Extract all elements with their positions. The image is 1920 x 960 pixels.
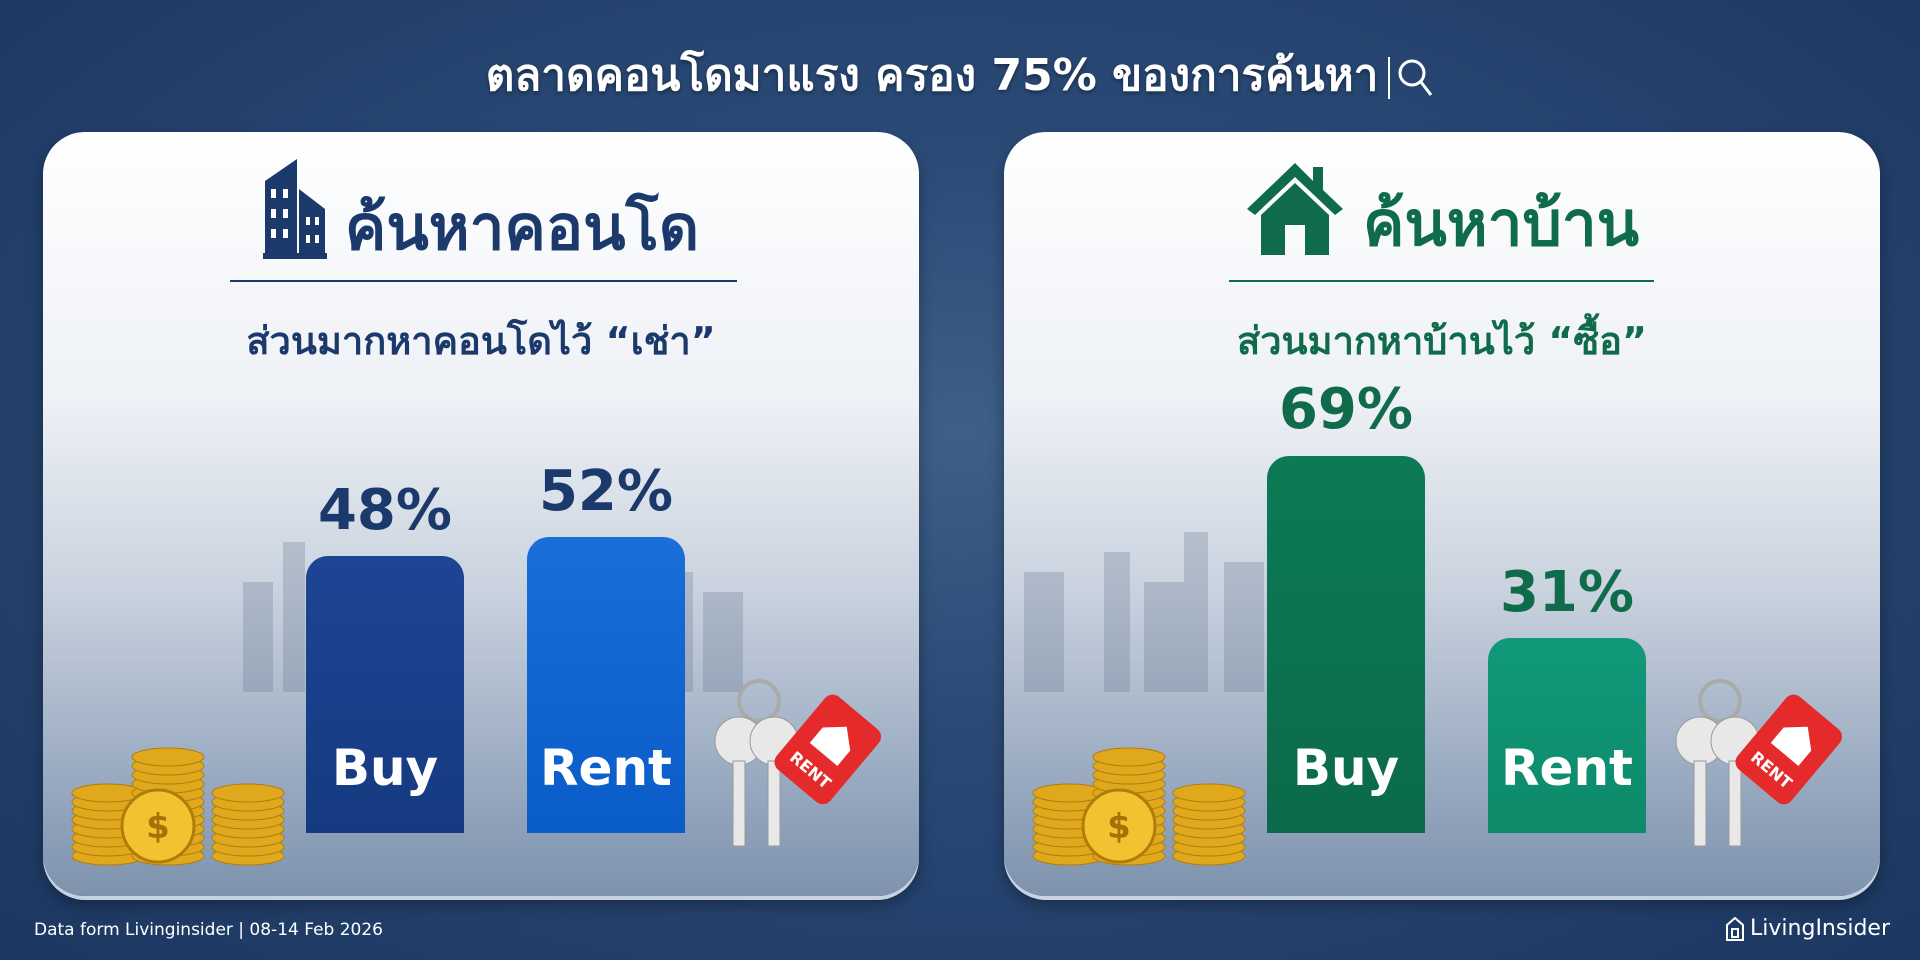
house-icon xyxy=(1246,163,1343,255)
building-icon xyxy=(262,159,327,259)
keys-rent-tag-icon: RENT xyxy=(714,679,882,847)
svg-text:$: $ xyxy=(1107,807,1131,847)
bar-rent: Rent xyxy=(527,536,685,833)
bar-label: Buy xyxy=(1292,739,1400,797)
page-title: ตลาดคอนโดมาแรง ครอง 75% ของการค้นหา xyxy=(0,40,1920,110)
house-panel: ค้นหาบ้าน ส่วนมากหาบ้านไว้ “ซื้อ” Buy 69%… xyxy=(1004,132,1880,896)
value-label: 31% xyxy=(1499,559,1635,625)
bar-label: Rent xyxy=(540,739,672,797)
condo-panel: ค้นหาคอนโด ส่วนมากหาคอนโดไว้ “เช่า” Buy 4… xyxy=(43,132,919,896)
value-label: 69% xyxy=(1278,377,1414,443)
panel-subtitle: ส่วนมากหาคอนโดไว้ “เช่า” xyxy=(246,319,716,363)
bar-buy: Buy xyxy=(306,556,464,833)
panel-heading: ค้นหาคอนโด xyxy=(43,159,919,259)
svg-text:$: $ xyxy=(146,807,170,847)
divider xyxy=(1388,57,1391,99)
logo: LivingInsider xyxy=(1726,916,1890,941)
value-label: 52% xyxy=(538,458,674,524)
panel-heading: ค้นหาบ้าน xyxy=(1004,159,1880,255)
divider xyxy=(1229,280,1654,282)
logo-icon xyxy=(1726,916,1745,941)
footer-source: Data form Livinginsider | 08-14 Feb 2026 xyxy=(34,920,383,940)
city-skyline xyxy=(243,542,743,692)
title-text: ตลาดคอนโดมาแรง ครอง 75% ของการค้นหา xyxy=(485,50,1379,101)
value-label: 48% xyxy=(317,478,453,544)
divider xyxy=(230,280,737,282)
coins-icon: $ xyxy=(71,747,285,866)
panel-title: ค้นหาบ้าน xyxy=(1362,187,1640,260)
keys-rent-tag-icon: RENT xyxy=(1675,679,1843,847)
panel-title: ค้นหาคอนโด xyxy=(344,191,700,264)
coins-icon: $ xyxy=(1032,747,1246,866)
bar-buy: Buy xyxy=(1267,455,1425,833)
panel-subtitle: ส่วนมากหาบ้านไว้ “ซื้อ” xyxy=(1237,319,1647,363)
bar-rent: Rent xyxy=(1488,637,1646,833)
city-skyline xyxy=(1024,532,1264,692)
logo-text: LivingInsider xyxy=(1750,916,1890,941)
search-icon xyxy=(1398,59,1433,96)
bar-label: Buy xyxy=(331,739,439,797)
bar-label: Rent xyxy=(1501,739,1633,797)
